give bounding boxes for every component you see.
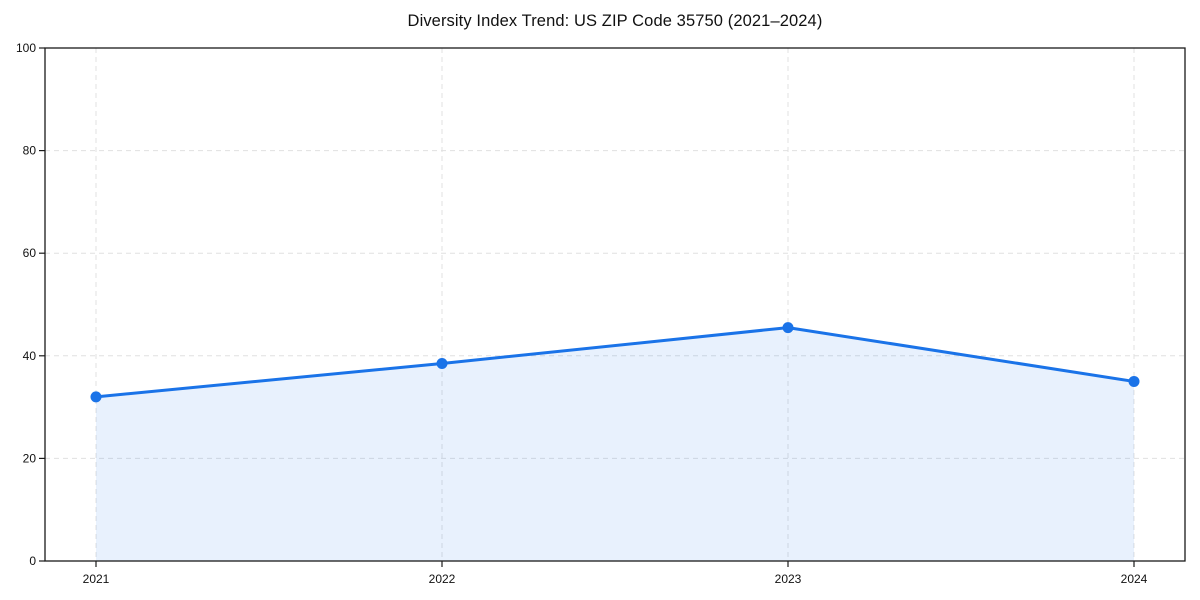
y-tick-label: 60 xyxy=(23,246,37,260)
x-tick-label: 2023 xyxy=(775,572,802,586)
x-tick-label: 2022 xyxy=(429,572,456,586)
area-fill xyxy=(96,327,1134,561)
x-tick-label: 2021 xyxy=(83,572,110,586)
plot-border xyxy=(44,47,1186,562)
y-tick-label: 80 xyxy=(23,144,37,158)
y-tick-label: 100 xyxy=(16,41,36,55)
chart-title: Diversity Index Trend: US ZIP Code 35750… xyxy=(407,12,823,30)
data-point-2024 xyxy=(1128,375,1140,387)
y-tick-label: 40 xyxy=(23,349,37,363)
y-tick-label: 0 xyxy=(29,554,36,568)
trend-line xyxy=(94,326,1136,399)
data-point-2021 xyxy=(90,391,102,403)
y-tick-label: 20 xyxy=(23,451,37,465)
data-point-2023 xyxy=(782,322,794,334)
x-tick-label: 2024 xyxy=(1121,572,1148,586)
data-point-2022 xyxy=(436,357,448,369)
